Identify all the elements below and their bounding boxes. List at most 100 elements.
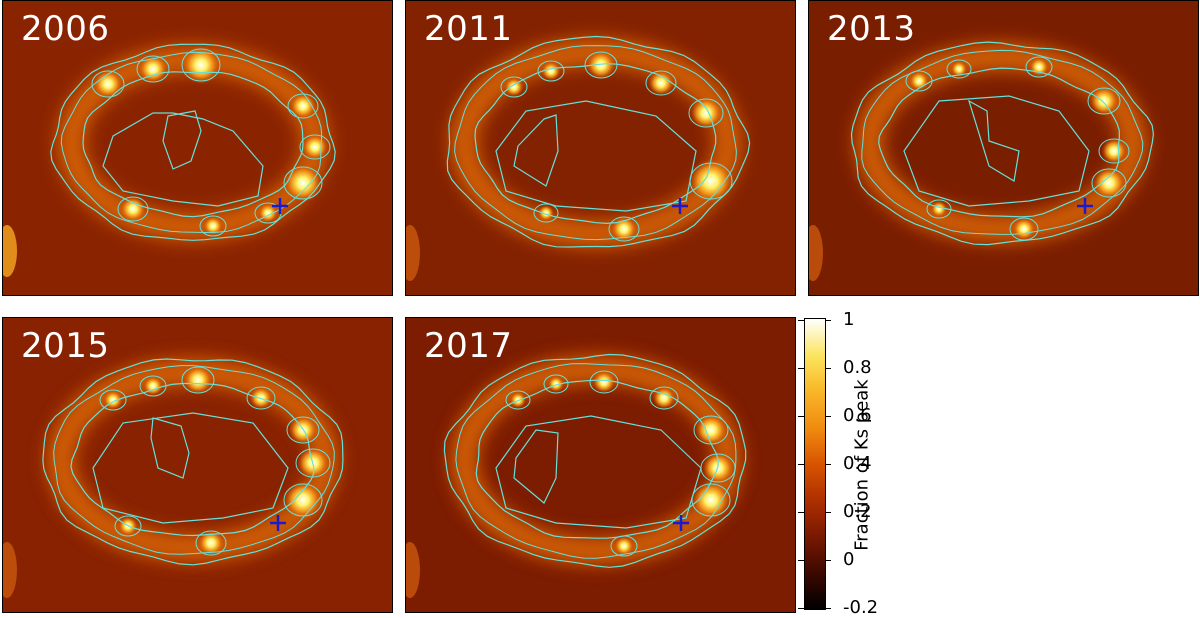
hotspot <box>249 386 273 410</box>
image-panel-2013: 2013 <box>808 0 1199 296</box>
hotspot-contour <box>543 374 569 394</box>
ring-contour <box>70 382 315 537</box>
hotspot-contour <box>283 483 323 517</box>
hotspot-contour <box>1087 87 1121 115</box>
inner-contour <box>102 112 264 207</box>
inner-contour <box>162 110 202 170</box>
ring-contour <box>455 363 737 559</box>
hotspot <box>290 93 316 119</box>
hotspot-contour <box>689 162 733 200</box>
hotspot <box>181 45 221 85</box>
hotspot-contour <box>199 215 227 237</box>
ring-image <box>3 318 392 612</box>
inner-contour <box>92 412 289 524</box>
hotspot <box>691 480 731 520</box>
hotspot <box>688 158 734 204</box>
hotspot-contour <box>905 70 933 92</box>
hotspot-contour <box>181 48 221 82</box>
edge-source <box>406 225 420 281</box>
hotspot-contour <box>649 386 679 410</box>
panel-year-label: 2011 <box>424 9 513 49</box>
ring-contour <box>53 365 335 555</box>
inner-contour <box>967 99 1020 182</box>
hotspot-contour <box>946 59 972 79</box>
edge-source <box>3 225 17 277</box>
ring-contour <box>82 71 304 218</box>
hotspot <box>143 376 163 396</box>
hotspot-contour <box>283 166 323 200</box>
hotspot <box>931 201 947 217</box>
outer-contour <box>42 358 344 566</box>
hotspot-contour <box>693 415 729 445</box>
hotspot <box>120 196 146 222</box>
hotspot-contour <box>117 196 149 222</box>
hotspot <box>1089 86 1119 116</box>
hotspot-contour <box>1098 138 1130 164</box>
colorbar-tick-mark <box>798 416 804 417</box>
hotspot-contour <box>645 70 677 96</box>
colorbar-tick-mark <box>826 416 831 417</box>
outer-contour <box>850 41 1155 246</box>
edge-source <box>809 225 823 281</box>
hotspot-contour <box>299 134 331 160</box>
hotspot <box>103 390 123 410</box>
hotspot <box>541 61 561 81</box>
hotspot-contour <box>287 93 319 119</box>
hotspot-contour <box>1091 168 1127 198</box>
hotspot <box>586 50 616 80</box>
panel-year-label: 2006 <box>21 9 110 49</box>
hotspot-contour <box>286 416 320 444</box>
hotspot-contour <box>691 483 731 517</box>
hotspot <box>183 365 213 395</box>
colorbar-tick-label: 0.8 <box>843 357 872 378</box>
inner-contour <box>903 95 1090 207</box>
inner-contour <box>150 417 190 479</box>
hotspot-contour <box>181 366 215 394</box>
panel-year-label: 2015 <box>21 326 110 366</box>
colorbar-tick-label: 0.4 <box>843 453 872 474</box>
hotspot-contour <box>139 375 167 397</box>
colorbar-tick-label: -0.2 <box>843 597 879 618</box>
hotspot-contour <box>608 216 640 242</box>
ring-contour <box>454 45 737 241</box>
hotspot <box>203 216 223 236</box>
hotspot-contour <box>295 448 331 478</box>
colorbar-tick-mark <box>798 560 804 561</box>
image-panel-2015: 2015 <box>2 317 393 613</box>
hotspot <box>1093 167 1125 199</box>
hotspot <box>690 97 722 129</box>
ring-contour <box>475 379 719 539</box>
ring-image <box>809 1 1198 295</box>
edge-source <box>3 542 17 598</box>
ring-image <box>406 1 795 295</box>
hotspot-contour <box>246 386 276 410</box>
ring-contour <box>60 51 323 234</box>
colorbar-tick-mark <box>798 368 804 369</box>
panel-year-label: 2017 <box>424 326 513 366</box>
colorbar-tick-mark <box>798 512 804 513</box>
hotspot-contour <box>99 389 127 411</box>
image-panel-2011: 2011 <box>405 0 796 296</box>
outer-contour <box>446 35 751 248</box>
hotspot <box>504 77 524 97</box>
ring-contour <box>878 67 1121 218</box>
hotspot-contour <box>114 515 142 537</box>
hotspot-contour <box>195 530 227 556</box>
hotspot-contour <box>584 51 618 79</box>
hotspot <box>614 536 634 556</box>
hotspot <box>283 163 323 203</box>
hotspot <box>302 134 328 160</box>
hotspot <box>648 70 674 96</box>
image-panel-2006: 2006 <box>2 0 393 296</box>
hotspot-contour <box>500 76 528 98</box>
outer-contour <box>443 353 747 568</box>
hotspot-contour <box>700 453 736 483</box>
colorbar-label: Fraction of Ks peak <box>851 379 873 551</box>
hotspot-contour <box>610 535 638 557</box>
hotspot-contour <box>533 203 559 223</box>
hotspot <box>1101 138 1127 164</box>
colorbar-tick-mark <box>798 320 804 321</box>
hotspot-contour <box>688 98 724 128</box>
hotspot <box>138 54 168 84</box>
colorbar-tick-mark <box>826 320 831 321</box>
